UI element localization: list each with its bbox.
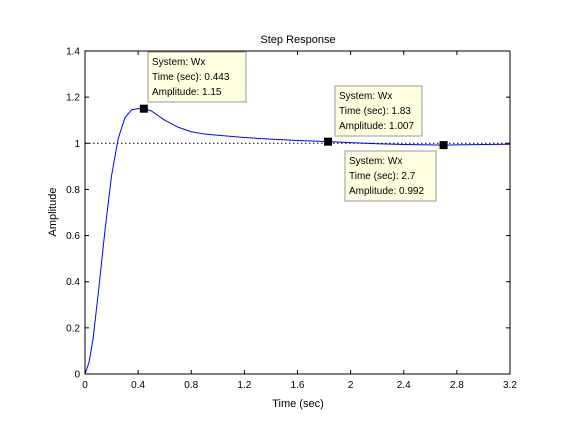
datatip-0[interactable]: System: Wx Time (sec): 0.443 Amplitude: 1.…	[139, 51, 247, 113]
chart-title: Step Response	[260, 34, 335, 46]
datatip-box	[334, 85, 423, 137]
datatip-marker[interactable]	[139, 104, 148, 113]
datatip-text: Time (sec): 0.443	[152, 72, 230, 83]
y-tick-label: 1.2	[66, 93, 80, 104]
y-tick-label: 0.2	[66, 323, 80, 334]
datatip-text: System: Wx	[152, 57, 205, 68]
tick-layer: 0 0.4 0.8 1.2 1.6 2 2.4 2.8 3.2 0 0.2 0.4 0.6 0.8 1 1.2…	[66, 47, 517, 392]
datatip-box	[344, 150, 437, 202]
datatip-marker[interactable]	[324, 137, 333, 146]
datatip-text: System: Wx	[339, 91, 392, 102]
datatip-box	[147, 51, 247, 103]
datatip-text: System: Wx	[349, 156, 402, 167]
y-axis-label: Amplitude	[47, 188, 59, 237]
x-tick-label: 2.4	[397, 380, 411, 391]
datatip-text: Time (sec): 1.83	[339, 106, 411, 117]
y-tick-label: 0.4	[66, 277, 80, 288]
y-tick-label: 1.4	[66, 47, 80, 58]
x-tick-label: 1.2	[237, 380, 251, 391]
series-line-0	[84, 108, 511, 375]
x-tick-label: 2.8	[450, 380, 464, 391]
x-tick-label: 0	[82, 380, 88, 391]
y-tick-label: 1	[74, 139, 80, 150]
datatip-1[interactable]: System: Wx Time (sec): 1.83 Amplitude: 1.0…	[324, 85, 423, 146]
datatip-marker[interactable]	[439, 141, 448, 150]
x-tick-label: 0.8	[184, 380, 198, 391]
datatip-text: Amplitude: 1.15	[152, 87, 222, 98]
y-tick-label: 0	[74, 370, 80, 381]
series-layer	[84, 108, 511, 375]
x-axis-label: Time (sec)	[272, 398, 324, 410]
datatip-text: Time (sec): 2.7	[349, 171, 416, 182]
datatip-text: Amplitude: 1.007	[339, 121, 414, 132]
datatip-2[interactable]: System: Wx Time (sec): 2.7 Amplitude: 0.99…	[344, 141, 448, 202]
x-tick-label: 2	[348, 380, 354, 391]
y-tick-label: 0.6	[66, 231, 80, 242]
plot-area	[85, 51, 510, 374]
x-tick-label: 0.4	[131, 380, 145, 391]
x-tick-label: 1.6	[291, 380, 305, 391]
x-tick-label: 3.2	[503, 380, 517, 391]
datatip-layer: System: Wx Time (sec): 0.443 Amplitude: 1.…	[139, 51, 448, 202]
y-tick-label: 0.8	[66, 185, 80, 196]
datatip-text: Amplitude: 0.992	[349, 186, 424, 197]
